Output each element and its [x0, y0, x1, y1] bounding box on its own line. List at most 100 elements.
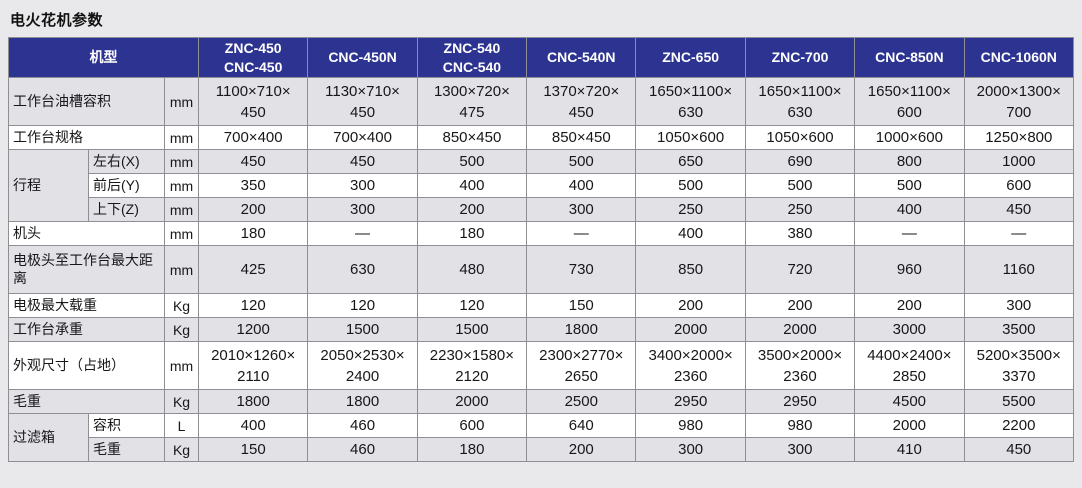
value-cell: 1100×710× 450: [198, 77, 309, 126]
row-label: 毛重: [8, 389, 165, 414]
value-cell: 1800: [307, 389, 418, 414]
value-cell: 300: [526, 197, 637, 222]
value-cell: 2950: [635, 389, 746, 414]
value-cell: 400: [198, 413, 309, 438]
value-cell: 1800: [198, 389, 309, 414]
unit-cell: Kg: [163, 317, 200, 342]
value-cell: 300: [635, 437, 746, 462]
value-cell: 690: [744, 149, 856, 174]
value-cell: 500: [744, 173, 856, 198]
value-cell: 4500: [854, 389, 965, 414]
value-cell: 1650×1100× 600: [854, 77, 965, 126]
unit-cell: mm: [163, 77, 200, 126]
value-cell: 450: [307, 149, 418, 174]
value-cell: 300: [307, 197, 418, 222]
value-cell: 2200: [963, 413, 1075, 438]
row-label: 工作台规格: [8, 125, 165, 150]
value-cell: 600: [416, 413, 528, 438]
table-row: 外观尺寸（占地） mm 2010×1260× 2110 2050×2530× 2…: [8, 341, 1075, 390]
value-cell: 4400×2400× 2850: [854, 341, 965, 390]
value-cell: 500: [854, 173, 965, 198]
value-cell: 1500: [307, 317, 418, 342]
value-cell: 200: [744, 293, 856, 318]
value-cell: 250: [635, 197, 746, 222]
value-cell: 450: [963, 437, 1075, 462]
table-row: 工作台规格 mm 700×400 700×400 850×450 850×450…: [8, 125, 1075, 150]
value-cell: 460: [307, 413, 418, 438]
value-cell: 960: [854, 245, 965, 294]
value-cell: 200: [854, 293, 965, 318]
unit-cell: mm: [163, 197, 200, 222]
table-row: 毛重 Kg 1800 1800 2000 2500 2950 2950 4500…: [8, 389, 1075, 414]
value-cell: 2000: [635, 317, 746, 342]
row-label: 毛重: [88, 437, 165, 462]
value-cell: 3000: [854, 317, 965, 342]
value-cell: 730: [526, 245, 637, 294]
value-cell: 850: [635, 245, 746, 294]
value-cell: 200: [635, 293, 746, 318]
value-cell: 300: [963, 293, 1075, 318]
unit-cell: Kg: [163, 437, 200, 462]
value-cell: 450: [198, 149, 309, 174]
model-header: CNC-540N: [526, 37, 637, 78]
value-cell: 1370×720× 450: [526, 77, 637, 126]
value-cell: 2010×1260× 2110: [198, 341, 309, 390]
value-cell: 1800: [526, 317, 637, 342]
model-header: CNC-450N: [307, 37, 418, 78]
value-cell: 180: [198, 221, 309, 246]
model-header: CNC-850N: [854, 37, 965, 78]
model-header: ZNC-540 CNC-540: [416, 37, 528, 78]
value-cell: 500: [526, 149, 637, 174]
unit-cell: mm: [163, 149, 200, 174]
row-label: 电极头至工作台最大距离: [8, 245, 165, 294]
row-label: 工作台油槽容积: [8, 77, 165, 126]
value-cell: 350: [198, 173, 309, 198]
value-cell: 1250×800: [963, 125, 1075, 150]
value-cell: 200: [416, 197, 528, 222]
table-row: 机头 mm 180 — 180 — 400 380 — —: [8, 221, 1075, 246]
value-cell: 250: [744, 197, 856, 222]
row-label: 容积: [88, 413, 165, 438]
value-cell: —: [854, 221, 965, 246]
value-cell: 400: [416, 173, 528, 198]
unit-cell: mm: [163, 341, 200, 390]
group-label: 过滤箱: [8, 413, 89, 462]
table-row: 行程 左右(X) mm 450 450 500 500 650 690 800 …: [8, 149, 1075, 222]
value-cell: 850×450: [526, 125, 637, 150]
value-cell: 2300×2770× 2650: [526, 341, 637, 390]
table-row: 电极最大载重 Kg 120 120 120 150 200 200 200 30…: [8, 293, 1075, 318]
value-cell: 1500: [416, 317, 528, 342]
value-cell: 300: [307, 173, 418, 198]
value-cell: 800: [854, 149, 965, 174]
value-cell: 2500: [526, 389, 637, 414]
value-cell: 425: [198, 245, 309, 294]
table-row: 电极头至工作台最大距离 mm 425 630 480 730 850 720 9…: [8, 245, 1075, 294]
model-header: ZNC-700: [744, 37, 856, 78]
row-label: 外观尺寸（占地）: [8, 341, 165, 390]
value-cell: 700×400: [198, 125, 309, 150]
table-row: 过滤箱 容积 L 400 460 600 640 980 980 2000 22…: [8, 413, 1075, 462]
value-cell: 5500: [963, 389, 1075, 414]
table-row: 上下(Z) mm 200 300 200 300 250 250 400 450: [9, 197, 1075, 222]
row-label: 上下(Z): [88, 197, 165, 222]
value-cell: 400: [635, 221, 746, 246]
value-cell: 500: [635, 173, 746, 198]
value-cell: 200: [198, 197, 309, 222]
value-cell: 1160: [963, 245, 1075, 294]
value-cell: 180: [416, 221, 528, 246]
value-cell: 2000×1300× 700: [963, 77, 1075, 126]
value-cell: 500: [416, 149, 528, 174]
unit-cell: mm: [163, 125, 200, 150]
value-cell: 1050×600: [744, 125, 856, 150]
value-cell: 150: [198, 437, 309, 462]
value-cell: 450: [963, 197, 1075, 222]
unit-cell: mm: [163, 221, 200, 246]
page-title: 电火花机参数: [10, 12, 104, 29]
value-cell: 1300×720× 475: [416, 77, 528, 126]
table-row: 工作台承重 Kg 1200 1500 1500 1800 2000 2000 3…: [8, 317, 1075, 342]
value-cell: 400: [526, 173, 637, 198]
corner-header: 机型: [7, 37, 200, 78]
value-cell: 120: [198, 293, 309, 318]
spec-table: 机型 ZNC-450 CNC-450 CNC-450N ZNC-540 CNC-…: [7, 37, 1075, 462]
value-cell: 200: [526, 437, 637, 462]
